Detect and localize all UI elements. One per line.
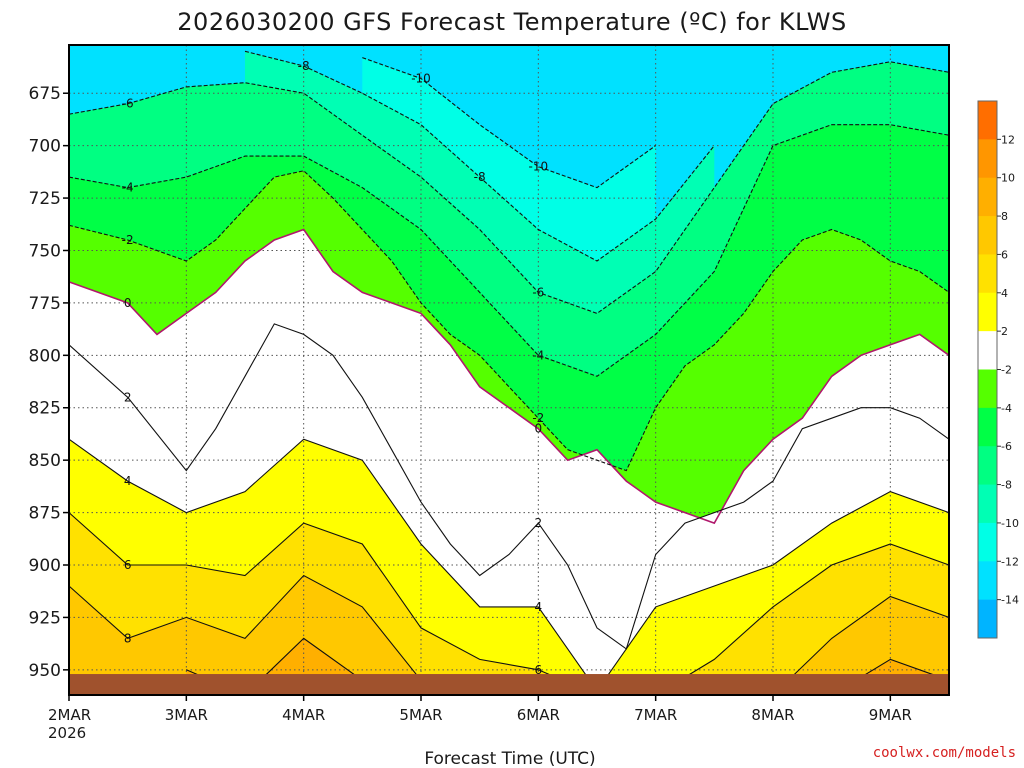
y-tick-label-900: 900 — [29, 556, 61, 576]
colorbar-swatch-13 — [978, 599, 997, 639]
contour--10 — [362, 57, 657, 189]
colorbar-tick-label--6: -6 — [1001, 440, 1012, 453]
colorbar-tick-label-8: 8 — [1001, 210, 1008, 223]
x-tick-label-6MAR: 6MAR — [517, 706, 560, 724]
terrain-fill — [69, 674, 949, 695]
y-tick-label-675: 675 — [29, 84, 61, 104]
colorbar-tick-label-12: 12 — [1001, 133, 1015, 146]
contour-label--6-0: -6 — [122, 97, 134, 111]
colorbar-legend: 12 10 8 6 4 2 -2 -4 -6 -8 -10 -12 -14 — [977, 100, 1019, 639]
contour--4 — [68, 124, 950, 377]
colorbar-swatch-9 — [978, 446, 997, 486]
contour-label--4-0: -4 — [122, 181, 134, 195]
colorbar-swatch-10 — [978, 484, 997, 524]
colorbar-swatch-5 — [978, 292, 997, 332]
contour-label--4-1: -4 — [532, 348, 544, 362]
x-tick-label-4MAR: 4MAR — [282, 706, 325, 724]
colorbar-swatch-7 — [978, 369, 997, 409]
y-tick-label-825: 825 — [29, 399, 61, 419]
x-tick-label-8MAR: 8MAR — [751, 706, 794, 724]
contour-0 — [68, 228, 950, 525]
contour-label-6-1: 6 — [535, 663, 543, 677]
y-tick-label-875: 875 — [29, 504, 61, 524]
contour-8 — [68, 574, 950, 696]
contour-label-2-0: 2 — [124, 390, 132, 404]
contour-6 — [68, 512, 950, 696]
contour-label-6-0: 6 — [124, 558, 132, 572]
colorbar-tick-label--8: -8 — [1001, 479, 1012, 492]
x-tick-label-2MAR: 2MAR — [48, 706, 91, 724]
contour-label-8-0: 8 — [124, 631, 132, 645]
contour--8 — [244, 50, 715, 262]
colorbar-swatch-2 — [978, 177, 997, 217]
x-axis-ticks: 2MAR 3MAR 4MAR 5MAR 6MAR 7MAR 8MAR 9MAR — [48, 695, 912, 724]
credit-link[interactable]: coolwx.com/models — [873, 745, 1016, 761]
y-tick-label-775: 775 — [29, 294, 61, 314]
contour-label--10-0: -10 — [411, 72, 431, 86]
x-axis-year: 2026 — [48, 724, 86, 742]
colorbar-tick-label-6: 6 — [1001, 248, 1008, 261]
x-tick-label-9MAR: 9MAR — [869, 706, 912, 724]
contour--2 — [68, 170, 950, 472]
plot-frame — [68, 44, 950, 696]
y-axis-ticks: 675 700 725 750 775 800 825 850 875 900 925 950 — [29, 84, 69, 681]
contour-label-2-1: 2 — [535, 516, 543, 530]
contour-label--6-1: -6 — [532, 285, 544, 299]
contour-label-4-0: 4 — [124, 474, 132, 488]
contour-label--2-1: -2 — [532, 411, 544, 425]
x-tick-label-3MAR: 3MAR — [165, 706, 208, 724]
colorbar-swatch-11 — [978, 522, 997, 562]
colorbar-tick-label--12: -12 — [1001, 555, 1019, 568]
y-tick-label-700: 700 — [29, 137, 61, 157]
y-tick-label-950: 950 — [29, 661, 61, 681]
x-axis-title: Forecast Time (UTC) — [424, 749, 595, 768]
contour-label--10-1: -10 — [529, 160, 549, 174]
colorbar-swatch-0 — [978, 101, 997, 140]
y-tick-label-725: 725 — [29, 189, 61, 209]
contour-label-4-1: 4 — [535, 600, 543, 614]
colorbar-tick-label--4: -4 — [1001, 402, 1012, 415]
colorbar-swatch-12 — [978, 561, 997, 601]
colorbar-tick-label--14: -14 — [1001, 594, 1019, 607]
y-tick-label-800: 800 — [29, 346, 61, 366]
contour-label--2-0: -2 — [122, 233, 134, 247]
terrain-band — [69, 674, 949, 695]
colorbar-tick-label-2: 2 — [1001, 325, 1008, 338]
chart-title: 2026030200 GFS Forecast Temperature (ºC)… — [177, 8, 846, 36]
colorbar-tick-label-4: 4 — [1001, 287, 1008, 300]
colorbar-tick-label-10: 10 — [1001, 172, 1015, 185]
contour-2 — [68, 323, 950, 650]
contour-label-0-1: 0 — [535, 422, 543, 436]
colorbar-swatch-6 — [978, 331, 997, 370]
y-tick-label-750: 750 — [29, 241, 61, 261]
colorbar-tick-label--10: -10 — [1001, 517, 1019, 530]
contour--6 — [68, 61, 950, 315]
colorbar-swatch-4 — [978, 254, 997, 294]
colorbar-tick-label--2: -2 — [1001, 364, 1012, 377]
contour-label-0-0: 0 — [124, 296, 132, 310]
colorbar-swatch-8 — [978, 407, 997, 447]
contour-4 — [68, 438, 950, 692]
temperature-field — [69, 45, 950, 696]
y-tick-label-850: 850 — [29, 451, 61, 471]
y-tick-label-925: 925 — [29, 608, 61, 628]
colorbar-swatch-3 — [978, 216, 997, 255]
contour-label--8-1: -8 — [474, 170, 486, 184]
colorbar-swatch-1 — [978, 139, 997, 179]
x-tick-label-7MAR: 7MAR — [634, 706, 677, 724]
contour-label--8-0: -8 — [298, 59, 310, 73]
contour-lines: 00-2-2-4-4-6-6-8-8-10-102244668810 — [68, 50, 950, 696]
x-tick-label-5MAR: 5MAR — [399, 706, 442, 724]
